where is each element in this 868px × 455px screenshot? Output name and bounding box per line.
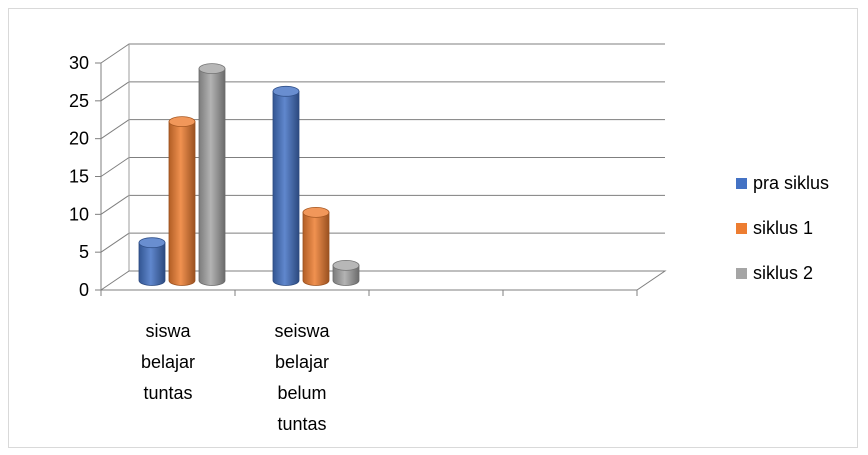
bar-siklus-2-cat-1 xyxy=(198,63,226,286)
category-label: belajar xyxy=(141,352,195,372)
bar-pra-siklus-cat-2 xyxy=(272,85,300,286)
axes xyxy=(95,44,667,296)
bar-siklus-1-cat-2 xyxy=(302,206,330,286)
y-tick-label: 5 xyxy=(79,242,89,262)
category-label: belajar xyxy=(275,352,329,372)
legend-label: pra siklus xyxy=(753,173,829,193)
y-tick-label: 20 xyxy=(69,129,89,149)
y-tick-label: 10 xyxy=(69,204,89,224)
legend: pra siklus siklus 1 siklus 2 xyxy=(736,173,829,283)
y-tick-label: 25 xyxy=(69,91,89,111)
legend-label: siklus 2 xyxy=(753,263,813,283)
gridline xyxy=(100,43,665,64)
y-tick-label: 0 xyxy=(79,280,89,300)
y-tick-labels: 0 5 10 15 20 25 30 xyxy=(69,53,89,300)
chart-frame: 0 5 10 15 20 25 30 siswa belajar tuntas seiswa bel… xyxy=(8,8,858,448)
bar-pra-siklus-cat-1 xyxy=(138,237,166,286)
y-tick-label: 30 xyxy=(69,53,89,73)
chart-svg: 0 5 10 15 20 25 30 siswa belajar tuntas seiswa bel… xyxy=(69,43,829,434)
legend-swatch xyxy=(736,268,747,279)
legend-swatch xyxy=(736,223,747,234)
category-labels: siswa belajar tuntas seiswa belajar belum tunt… xyxy=(141,321,331,434)
category-label: siswa xyxy=(145,321,191,341)
category-label: tuntas xyxy=(143,383,192,403)
bar-siklus-2-cat-2 xyxy=(332,259,360,286)
category-label: belum xyxy=(277,383,326,403)
legend-swatch xyxy=(736,178,747,189)
bar-siklus-1-cat-1 xyxy=(168,116,196,286)
y-tick-label: 15 xyxy=(69,167,89,187)
floor xyxy=(99,270,667,291)
category-label: tuntas xyxy=(277,414,326,434)
legend-label: siklus 1 xyxy=(753,218,813,238)
gridline xyxy=(100,81,665,102)
bars xyxy=(138,63,360,286)
category-label: seiswa xyxy=(274,321,330,341)
